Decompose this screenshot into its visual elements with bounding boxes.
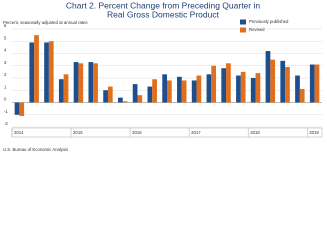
chart: Chart 2. Percent Change from Preceding Q… — [3, 0, 323, 152]
x-tick-label: 2018 — [250, 130, 260, 135]
bar — [93, 63, 98, 103]
bar — [236, 75, 241, 103]
x-tick-label: 2017 — [191, 130, 201, 135]
y-tick-label: 0 — [4, 97, 7, 102]
bar — [167, 80, 172, 103]
bar — [196, 75, 202, 103]
y-tick-label: 5 — [4, 35, 7, 40]
bar — [211, 65, 217, 103]
bar — [14, 102, 20, 115]
bar — [117, 97, 123, 103]
bar — [152, 79, 157, 103]
legend-label: Previously published — [249, 19, 289, 24]
bar — [240, 71, 246, 103]
bar — [226, 63, 231, 103]
bar — [250, 78, 256, 103]
y-axis-label: Percent, seasonally adjusted at annual r… — [3, 20, 88, 25]
bar — [265, 51, 271, 103]
bar — [280, 60, 286, 103]
bar — [132, 84, 138, 103]
legend-label: Revised — [249, 27, 265, 32]
bar — [295, 75, 300, 103]
bar — [255, 73, 261, 103]
x-axis-band — [11, 127, 323, 138]
bar — [162, 74, 167, 103]
x-tick-label: 2014 — [14, 130, 24, 135]
bar — [221, 68, 227, 103]
bar — [58, 79, 64, 103]
bar — [177, 76, 182, 103]
bar — [147, 86, 153, 103]
bar — [19, 102, 25, 116]
bar — [137, 95, 143, 103]
legend-swatch — [240, 27, 246, 33]
source: U.S. Bureau of Economic Analysis — [3, 147, 68, 152]
y-tick-label: 2 — [4, 72, 7, 77]
bar — [88, 62, 94, 103]
bar — [285, 66, 290, 103]
bar — [314, 64, 320, 103]
bar — [107, 86, 113, 103]
y-tick-label: 3 — [4, 60, 7, 65]
bar — [78, 63, 84, 103]
bar — [29, 42, 35, 103]
bar — [103, 90, 108, 103]
bar — [299, 89, 305, 103]
bar — [191, 80, 197, 103]
x-tick-label: 2019 — [309, 130, 319, 135]
bar — [270, 59, 276, 103]
legend-swatch — [240, 19, 246, 25]
bar — [63, 74, 69, 103]
bar — [73, 62, 79, 103]
bar — [34, 35, 39, 103]
chart-title: Chart 2. Percent Change from Preceding Q… — [66, 0, 260, 10]
y-tick-label: 6 — [4, 23, 7, 28]
bar — [44, 42, 49, 103]
y-tick-label: 4 — [4, 48, 7, 53]
bar — [181, 80, 187, 103]
x-tick-label: 2016 — [132, 130, 142, 135]
y-tick-label: -1 — [4, 109, 8, 114]
bar — [206, 74, 212, 103]
y-tick-label: -2 — [4, 121, 8, 126]
bar — [122, 101, 128, 103]
bar — [309, 64, 315, 103]
bar — [48, 41, 54, 103]
x-tick-label: 2015 — [73, 130, 83, 135]
chart-title-line2: Real Gross Domestic Product — [107, 9, 220, 19]
y-tick-label: 1 — [4, 84, 7, 89]
